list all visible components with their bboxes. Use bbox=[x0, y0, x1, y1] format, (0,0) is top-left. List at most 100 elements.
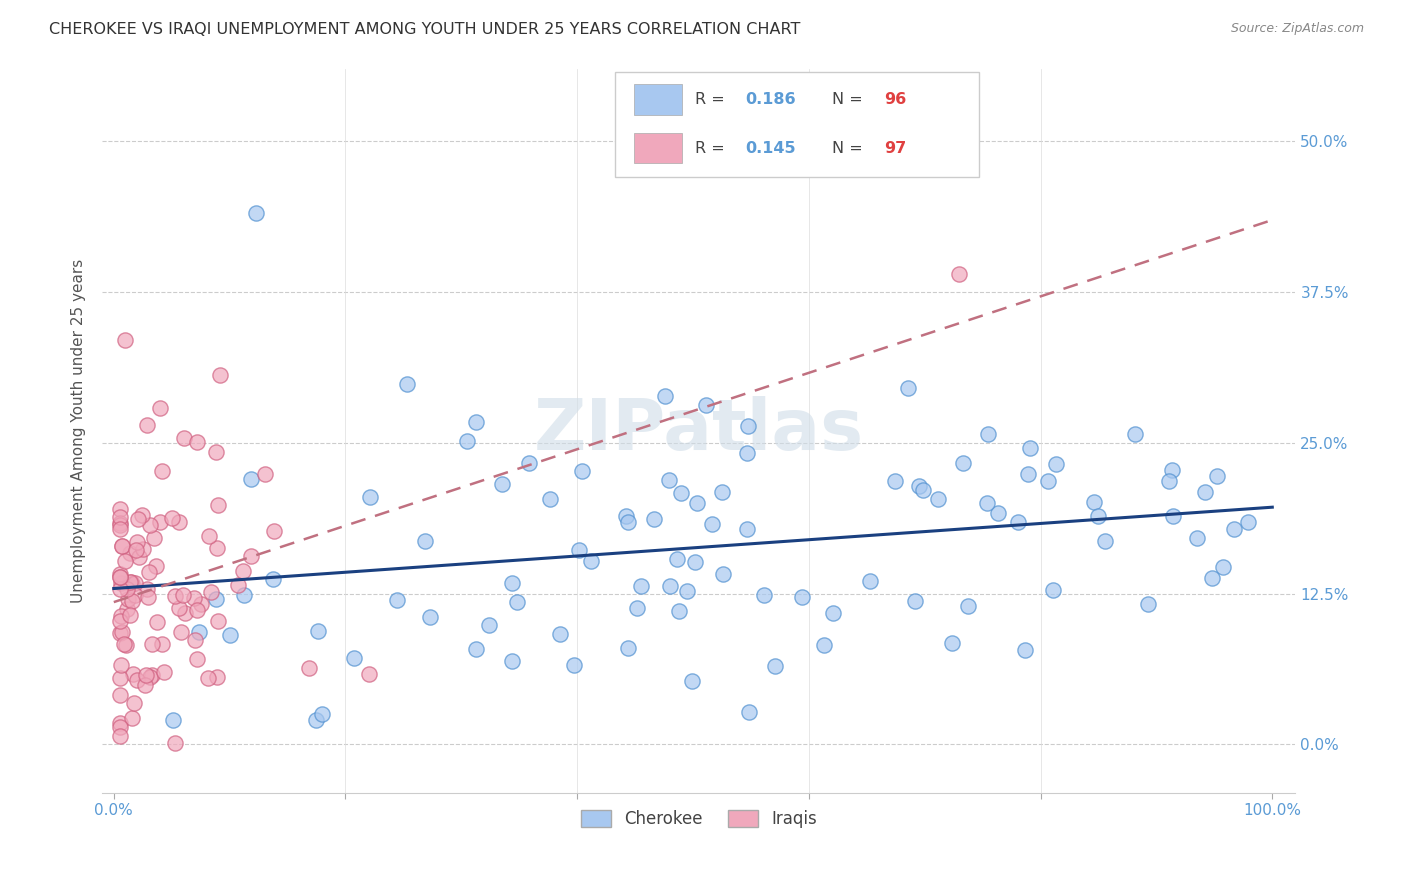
Point bbox=[298, 661, 321, 675]
Point bbox=[253, 467, 276, 481]
Point bbox=[478, 618, 501, 632]
Point bbox=[343, 651, 366, 665]
Point bbox=[506, 595, 529, 609]
Point bbox=[711, 567, 734, 582]
Point bbox=[700, 517, 723, 532]
Point bbox=[1042, 583, 1064, 598]
Point bbox=[204, 445, 226, 459]
Point bbox=[108, 671, 131, 685]
Point bbox=[115, 602, 138, 616]
Point bbox=[465, 641, 488, 656]
Point bbox=[186, 603, 208, 617]
Text: 97: 97 bbox=[884, 141, 905, 156]
Point bbox=[1185, 531, 1208, 545]
Point bbox=[149, 515, 172, 529]
Point bbox=[548, 627, 571, 641]
Point bbox=[464, 415, 486, 429]
Point bbox=[127, 512, 149, 526]
Point bbox=[118, 546, 141, 560]
Point bbox=[190, 597, 212, 611]
Point bbox=[115, 638, 138, 652]
Point bbox=[125, 534, 148, 549]
Point bbox=[121, 666, 143, 681]
Point bbox=[754, 588, 776, 602]
Point bbox=[197, 671, 219, 685]
Point bbox=[183, 591, 205, 606]
Point bbox=[198, 529, 221, 543]
Point bbox=[659, 579, 682, 593]
Point bbox=[948, 267, 970, 281]
Point bbox=[1212, 560, 1234, 574]
Text: R =: R = bbox=[695, 141, 730, 156]
Point bbox=[1087, 509, 1109, 524]
Point bbox=[571, 464, 593, 478]
Point bbox=[1094, 533, 1116, 548]
Point bbox=[150, 464, 173, 478]
Point bbox=[108, 582, 131, 596]
Point bbox=[912, 483, 935, 498]
Point bbox=[614, 508, 637, 523]
Point bbox=[108, 720, 131, 734]
Point bbox=[226, 577, 249, 591]
Point bbox=[108, 570, 131, 584]
Point bbox=[200, 585, 222, 599]
Point bbox=[263, 524, 285, 539]
Point bbox=[132, 541, 155, 556]
FancyBboxPatch shape bbox=[634, 133, 682, 163]
Point bbox=[311, 706, 333, 721]
Point bbox=[952, 456, 974, 470]
Point bbox=[141, 637, 163, 651]
Point bbox=[111, 539, 134, 553]
Point bbox=[654, 389, 676, 403]
Y-axis label: Unemployment Among Youth under 25 years: Unemployment Among Youth under 25 years bbox=[72, 259, 86, 603]
Point bbox=[1014, 643, 1036, 657]
Point bbox=[153, 665, 176, 679]
Point bbox=[695, 398, 717, 412]
Point bbox=[908, 479, 931, 493]
Point bbox=[141, 668, 163, 682]
Point bbox=[307, 624, 329, 638]
Point bbox=[1007, 516, 1029, 530]
Point bbox=[903, 594, 925, 608]
Point bbox=[1137, 597, 1160, 611]
Point bbox=[686, 496, 709, 510]
Point bbox=[110, 609, 132, 624]
Point bbox=[136, 582, 159, 597]
Point bbox=[1237, 515, 1260, 529]
Point bbox=[1206, 469, 1229, 483]
Point bbox=[305, 713, 328, 727]
Point bbox=[150, 637, 173, 651]
Point bbox=[501, 575, 523, 590]
Point bbox=[112, 637, 135, 651]
Point bbox=[124, 575, 146, 590]
Point bbox=[630, 579, 652, 593]
Point bbox=[1125, 426, 1147, 441]
Point bbox=[956, 599, 979, 614]
Point bbox=[1194, 485, 1216, 500]
Point bbox=[395, 377, 418, 392]
Point bbox=[108, 518, 131, 533]
Point bbox=[240, 471, 263, 485]
Text: 96: 96 bbox=[884, 92, 905, 107]
Point bbox=[538, 492, 561, 507]
FancyBboxPatch shape bbox=[634, 84, 682, 114]
Point bbox=[205, 591, 228, 606]
Point bbox=[108, 509, 131, 524]
Point bbox=[671, 486, 693, 500]
Point bbox=[564, 658, 586, 673]
Point bbox=[626, 601, 648, 615]
Point bbox=[135, 417, 157, 432]
Point bbox=[169, 625, 191, 640]
Text: ZIPatlas: ZIPatlas bbox=[534, 396, 863, 465]
Point bbox=[665, 552, 688, 566]
Point bbox=[977, 427, 1000, 442]
Point bbox=[136, 590, 159, 604]
Point bbox=[456, 434, 478, 448]
Point bbox=[188, 625, 211, 640]
Point bbox=[174, 606, 197, 620]
Point bbox=[173, 431, 195, 445]
Point bbox=[162, 713, 184, 727]
Point bbox=[124, 588, 146, 602]
Legend: Cherokee, Iraqis: Cherokee, Iraqis bbox=[574, 804, 824, 835]
Point bbox=[111, 624, 134, 639]
